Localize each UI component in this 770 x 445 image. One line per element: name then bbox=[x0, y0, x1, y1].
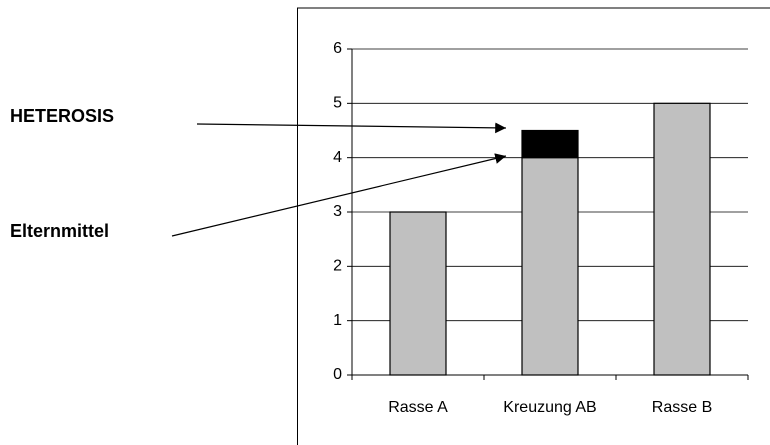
bar-segment bbox=[521, 129, 579, 159]
x-tick-label: Rasse B bbox=[652, 399, 712, 416]
x-tick-label: Rasse A bbox=[388, 399, 448, 416]
bar-segment bbox=[389, 211, 447, 376]
bar-segment bbox=[521, 157, 579, 376]
y-tick-label: 6 bbox=[333, 40, 342, 57]
x-tick-label: Kreuzung AB bbox=[503, 399, 596, 416]
y-tick-label: 5 bbox=[333, 95, 342, 112]
annotation: HETEROSIS bbox=[10, 106, 114, 126]
arrow bbox=[171, 153, 507, 237]
y-tick-label: 4 bbox=[333, 149, 342, 166]
y-tick-label: 0 bbox=[333, 366, 342, 383]
bar-segment bbox=[653, 102, 711, 376]
y-tick-label: 1 bbox=[333, 312, 342, 329]
y-tick-label: 3 bbox=[333, 203, 342, 220]
annotation: Elternmittel bbox=[10, 221, 109, 241]
y-tick-label: 2 bbox=[333, 258, 342, 275]
